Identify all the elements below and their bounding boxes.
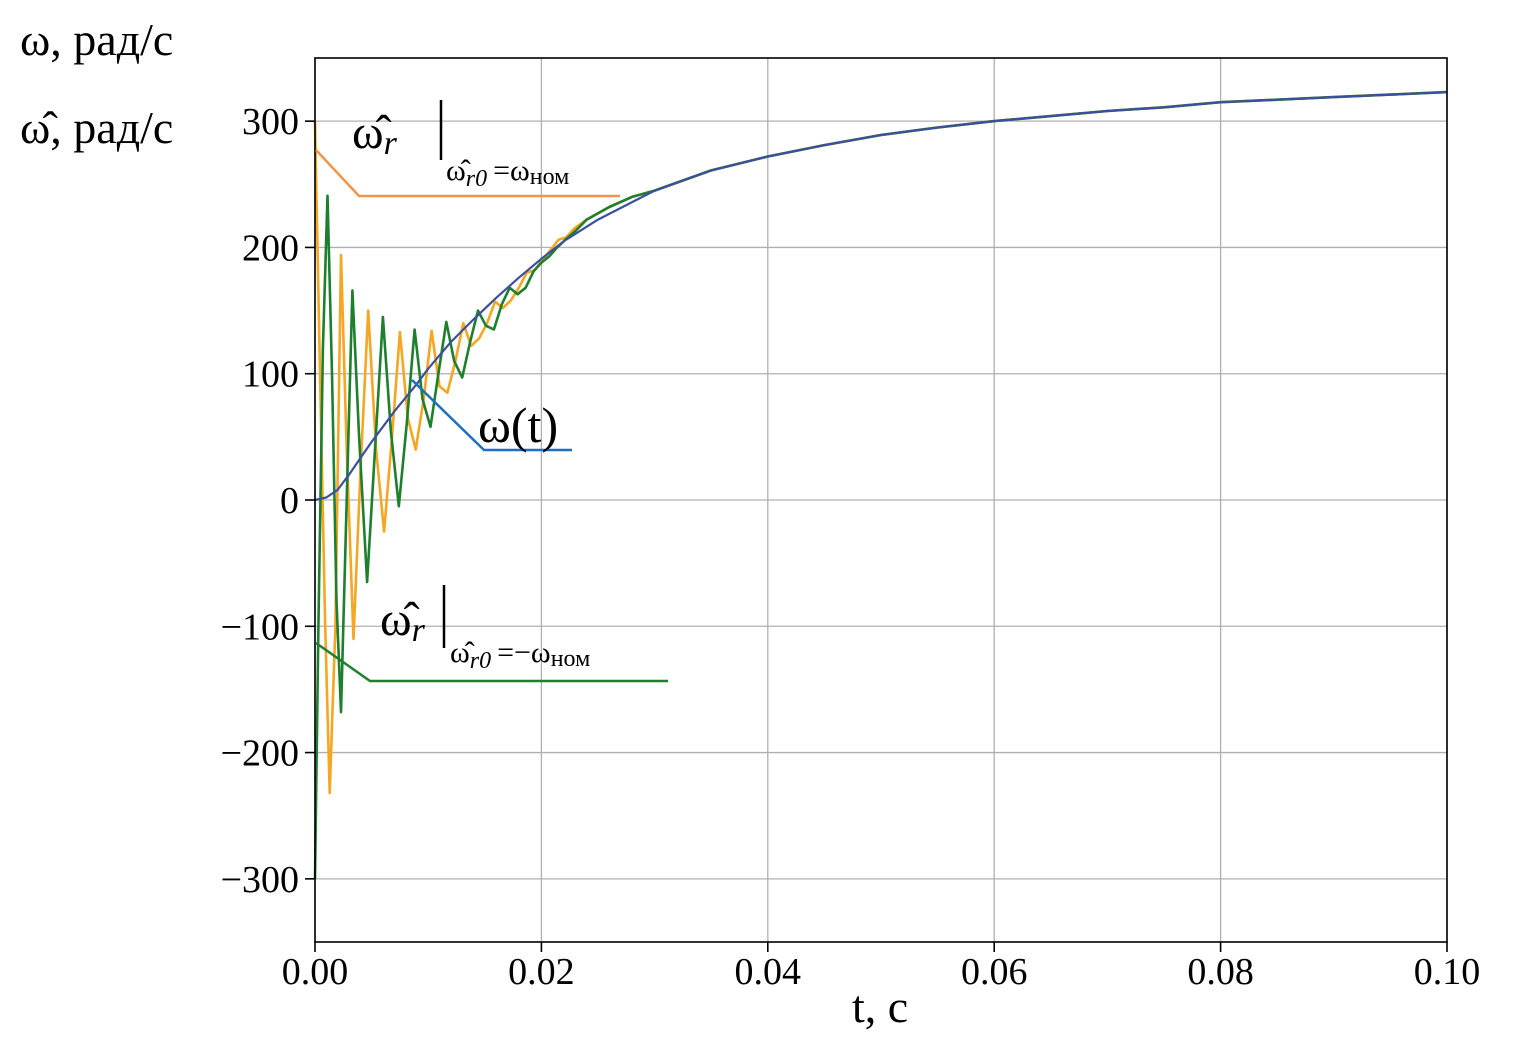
x-tick-label: 0.04: [735, 951, 802, 993]
x-axis-label: t, с: [852, 981, 908, 1032]
annot-neg-sub: r: [412, 612, 426, 649]
annot-pos-cond-rest: =ω: [493, 154, 530, 187]
x-tick-label: 0.08: [1187, 951, 1254, 993]
annot-neg-cond-rest: =−ω: [497, 636, 551, 669]
ticks: [305, 120, 1448, 952]
leader-line-est-pos: [315, 149, 620, 198]
series-line-omega: [314, 91, 1448, 502]
annot-neg-cond-sub: r0: [470, 648, 491, 674]
x-tick-label: 0.06: [961, 951, 1028, 993]
y-tick-label: −200: [221, 733, 299, 775]
y-axis-label-line-1: ω, рад/с: [20, 14, 173, 65]
series-group: [313, 90, 1448, 879]
svg-text:ω̂r: ω̂r: [380, 593, 426, 649]
annotation-est-pos: ω̂r ω̂r0 =ωном: [352, 100, 569, 192]
leader-line-est-neg: [315, 641, 668, 683]
x-tick-label: 0.00: [282, 951, 349, 993]
annot-pos-sub: r: [384, 125, 398, 162]
annotation-est-neg: ω̂r ω̂r0 =−ωном: [380, 585, 590, 674]
y-tick-label: 300: [242, 101, 299, 143]
svg-text:ω̂r0=ωном: ω̂r0 =ωном: [446, 154, 569, 192]
y-axis-label-line-2: ω̂, рад/с: [20, 102, 173, 153]
svg-text:ω̂r0=−ωном: ω̂r0 =−ωном: [450, 636, 590, 674]
x-tick-label: 0.02: [508, 951, 575, 993]
annot-pos-cond-tail: ном: [530, 164, 570, 190]
series-line-est-neg: [313, 90, 1448, 879]
annotation-omega: ω(t): [478, 397, 558, 453]
y-tick-label: −100: [221, 606, 299, 648]
y-tick-label: 200: [242, 227, 299, 269]
y-tick-label: 0: [280, 480, 299, 522]
x-tick-label: 0.10: [1414, 951, 1481, 993]
annot-neg-cond-tail: ном: [551, 646, 591, 672]
y-tick-label: 100: [242, 354, 299, 396]
leader-line-omega: [411, 379, 572, 452]
y-tick-label: −300: [221, 859, 299, 901]
annot-pos-cond-sub: r0: [466, 166, 487, 192]
tick-labels: 0.00 0.02 0.04 0.06 0.08 0.10 −300 −200 −100 0 100…: [221, 101, 1481, 993]
svg-text:ω̂r: ω̂r: [352, 106, 398, 162]
